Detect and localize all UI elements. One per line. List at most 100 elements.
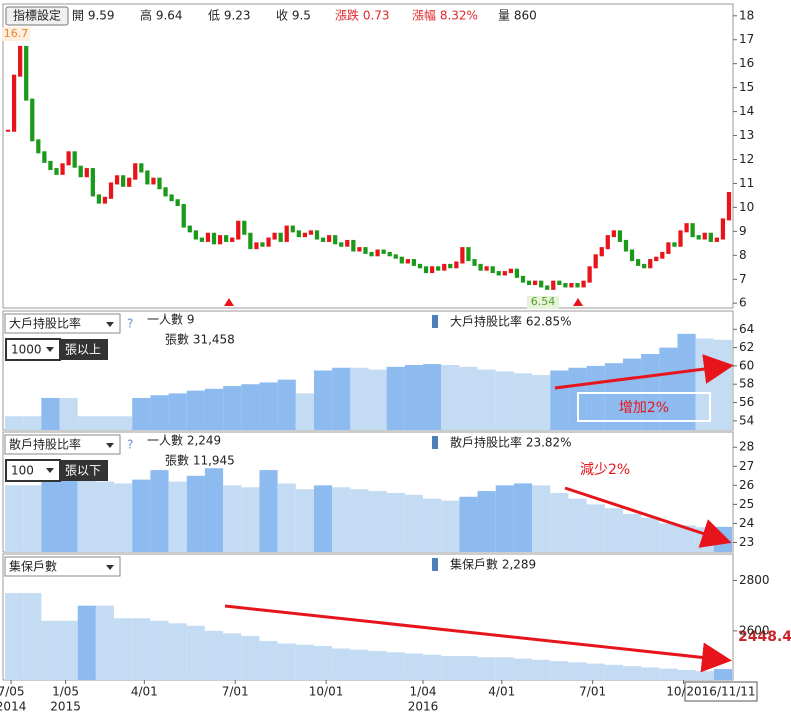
y-tick-label: 2800 [739, 573, 770, 587]
candle [24, 45, 29, 101]
candle [169, 194, 174, 202]
bar [186, 625, 205, 680]
candle [296, 230, 301, 238]
panel-headers: 大戶持股比率 大戶持股比率 62.85%? 一人數 9 張數 31,458 1000 張以… [4, 313, 572, 577]
candle [454, 261, 459, 269]
year-label: 2015 [50, 700, 81, 714]
candle [36, 139, 41, 154]
bar [604, 508, 623, 552]
bar [241, 487, 260, 552]
bar [423, 364, 442, 430]
candle [272, 232, 277, 240]
candle [363, 247, 368, 254]
candle [417, 263, 423, 269]
bar [95, 416, 115, 430]
threshold-unit: 張以上 [65, 343, 101, 357]
bar [659, 668, 678, 680]
candle [278, 232, 283, 242]
candle [314, 230, 320, 240]
indicator-button[interactable] [5, 6, 69, 26]
bar [404, 653, 424, 680]
y-tick-label: 60 [739, 358, 754, 372]
trend-arrow [554, 354, 734, 390]
candle [466, 247, 471, 262]
bar [41, 620, 60, 680]
candle [411, 259, 417, 266]
quote-item: 漲幅 8.32% [412, 8, 478, 23]
selector[interactable] [4, 313, 121, 334]
candle [423, 266, 429, 274]
candle [217, 235, 223, 245]
y-tick-label: 23 [739, 535, 754, 549]
candle [557, 280, 562, 286]
candle [581, 280, 586, 288]
bar [332, 648, 351, 680]
candle [139, 163, 144, 173]
selector[interactable] [4, 434, 121, 455]
x-tick-label: 4/01 [131, 685, 158, 699]
quote-item: 漲跌 0.73 [335, 8, 390, 23]
min-label: 6.54 [531, 295, 556, 308]
cursor-date: 2016/11/11 [686, 685, 755, 699]
candle [496, 271, 501, 276]
y-tick-label: 16 [739, 56, 754, 70]
candle [654, 256, 659, 262]
bar [368, 651, 387, 680]
y-tick-label: 18 [739, 8, 754, 22]
bar [659, 347, 678, 430]
bar [622, 358, 642, 430]
candle [11, 74, 17, 132]
bar [513, 483, 533, 552]
candle [569, 283, 574, 288]
button-label[interactable]: 指標設定 [13, 8, 61, 23]
candle [478, 263, 483, 271]
legend: 散戶持股比率 23.82% [450, 435, 572, 450]
bar [295, 393, 314, 430]
bar [368, 491, 387, 552]
x-tick-label: 7/05 [0, 685, 25, 699]
dropdown-arrow [106, 565, 114, 570]
bar [259, 640, 278, 680]
selector[interactable] [4, 556, 121, 577]
candle [42, 151, 47, 163]
bar [77, 605, 96, 680]
y-tick-label: 11 [739, 176, 754, 190]
bar [350, 367, 369, 430]
legend: 大戶持股比率 62.85% [450, 314, 572, 329]
y-tick-label: 9 [739, 224, 747, 238]
candle [102, 196, 108, 204]
bar [604, 363, 623, 430]
y-tick-label: 56 [739, 395, 754, 409]
candle [308, 230, 314, 235]
candle [623, 239, 629, 252]
y-tick-label: 24 [739, 516, 754, 530]
bar [277, 483, 296, 552]
candle [211, 232, 217, 245]
bar [277, 379, 296, 430]
max-label: 16.7 [4, 27, 29, 40]
candle [551, 280, 556, 290]
y-tick-label: 7 [739, 272, 747, 286]
bar [77, 477, 96, 552]
y-tick-label: 64 [739, 322, 754, 336]
bar [150, 395, 169, 430]
bar [441, 365, 460, 430]
candle [357, 247, 362, 252]
threshold: 100 [11, 464, 34, 478]
y-tick-label: 28 [739, 440, 754, 454]
bar [5, 416, 24, 430]
people-count: 一人數 9 [147, 313, 194, 327]
bar [659, 523, 678, 552]
quote-item: 高 9.64 [140, 8, 183, 23]
candle [254, 242, 259, 250]
event-marker [224, 298, 234, 306]
bar [41, 397, 60, 430]
bar [223, 485, 242, 552]
candle [490, 266, 495, 274]
trend-arrow [224, 604, 732, 673]
bar [695, 671, 714, 680]
candle [242, 220, 247, 235]
bar [59, 397, 78, 430]
bar [532, 375, 551, 430]
candle [157, 177, 162, 190]
